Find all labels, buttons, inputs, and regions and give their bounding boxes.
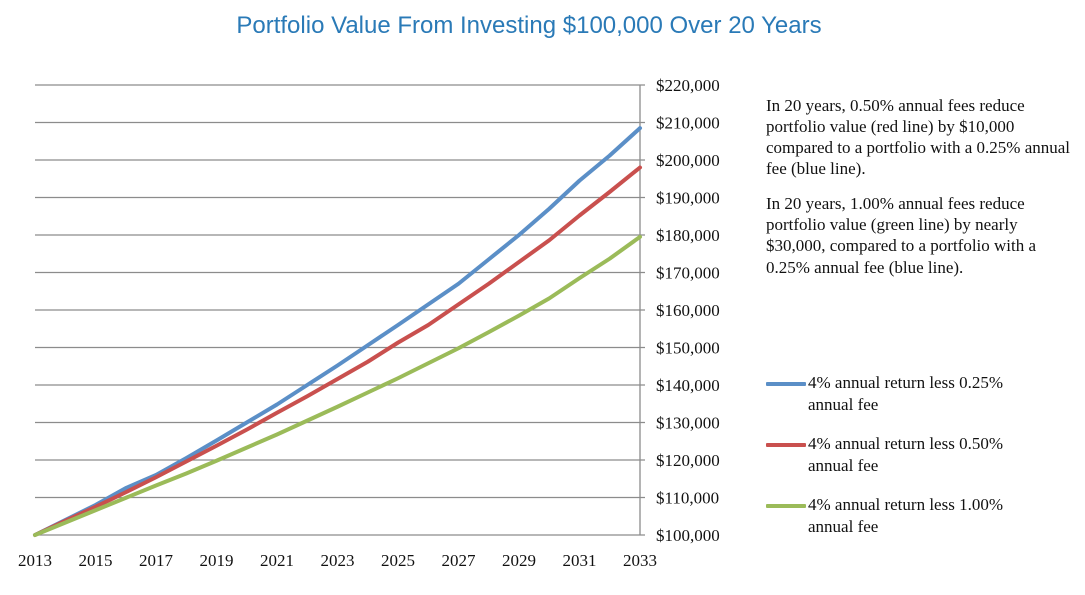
legend-swatch-green (766, 504, 806, 508)
y-tick-label: $210,000 (656, 114, 720, 133)
y-tick-label: $140,000 (656, 376, 720, 395)
legend-swatch-blue (766, 382, 806, 386)
legend: 4% annual return less 0.25% annual fee 4… (766, 372, 1066, 555)
y-tick-label: $200,000 (656, 151, 720, 170)
x-tick-label: 2021 (260, 551, 294, 570)
legend-item-050-fee: 4% annual return less 0.50% annual fee (766, 433, 1066, 494)
y-tick-label: $100,000 (656, 526, 720, 545)
series-line-2 (33, 234, 642, 537)
legend-swatch-red (766, 443, 806, 447)
y-tick-label: $110,000 (656, 489, 719, 508)
x-tick-label: 2023 (321, 551, 355, 570)
x-tick-label: 2013 (18, 551, 52, 570)
x-tick-label: 2015 (79, 551, 113, 570)
y-tick-label: $170,000 (656, 264, 720, 283)
y-tick-label: $160,000 (656, 301, 720, 320)
legend-label: 4% annual return less 0.50% annual fee (808, 434, 1003, 476)
annotation-green-vs-blue: In 20 years, 1.00% annual fees reduce po… (766, 194, 1037, 277)
x-tick-label: 2019 (200, 551, 234, 570)
y-tick-label: $130,000 (656, 414, 720, 433)
x-tick-label: 2017 (139, 551, 174, 570)
series-line-1 (33, 165, 642, 537)
legend-label: 4% annual return less 0.25% annual fee (808, 373, 1003, 415)
y-tick-label: $150,000 (656, 339, 720, 358)
x-tick-label: 2029 (502, 551, 536, 570)
legend-item-025-fee: 4% annual return less 0.25% annual fee (766, 372, 1066, 433)
y-tick-label: $190,000 (656, 189, 720, 208)
x-tick-label: 2025 (381, 551, 415, 570)
annotation-red-vs-blue: In 20 years, 0.50% annual fees reduce po… (766, 96, 1071, 179)
legend-label: 4% annual return less 1.00% annual fee (808, 495, 1003, 537)
chart-title: Portfolio Value From Investing $100,000 … (236, 12, 822, 39)
y-tick-label: $120,000 (656, 451, 720, 470)
annotations-panel: In 20 years, 0.50% annual fees reduce po… (766, 95, 1071, 292)
y-tick-label: $220,000 (656, 76, 720, 95)
legend-item-100-fee: 4% annual return less 1.00% annual fee (766, 494, 1066, 555)
x-tick-label: 2033 (623, 551, 657, 570)
series-line-0 (33, 126, 642, 537)
x-tick-label: 2027 (442, 551, 477, 570)
x-tick-label: 2031 (563, 551, 597, 570)
y-tick-label: $180,000 (656, 226, 720, 245)
